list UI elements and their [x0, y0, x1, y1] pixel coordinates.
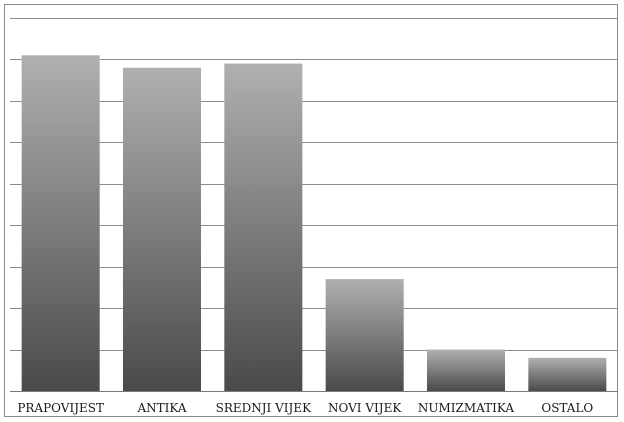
x-tick-label: PRAPOVIJEST: [17, 401, 104, 415]
x-tick-label: NUMIZMATIKA: [418, 401, 514, 415]
bar-numizmatika: [426, 349, 506, 391]
chart-frame: [4, 4, 618, 417]
gridlines: [10, 18, 618, 351]
x-tick-label: NOVI VIJEK: [328, 401, 402, 415]
x-tick-label: SREDNJI VIJEK: [216, 401, 312, 415]
x-tick-label: ANTIKA: [136, 401, 186, 415]
x-tick-label: OSTALO: [541, 401, 593, 415]
bar-novi-vijek: [325, 279, 404, 391]
bars: [21, 55, 607, 392]
bar-prapovijest: [21, 55, 100, 392]
bar-ostalo: [528, 357, 607, 391]
bar-srednji-vijek: [224, 63, 303, 391]
bar-antika: [122, 67, 202, 391]
x-tick-labels: PRAPOVIJEST ANTIKA SREDNJI VIJEK NOVI VIJEK…: [17, 401, 593, 415]
